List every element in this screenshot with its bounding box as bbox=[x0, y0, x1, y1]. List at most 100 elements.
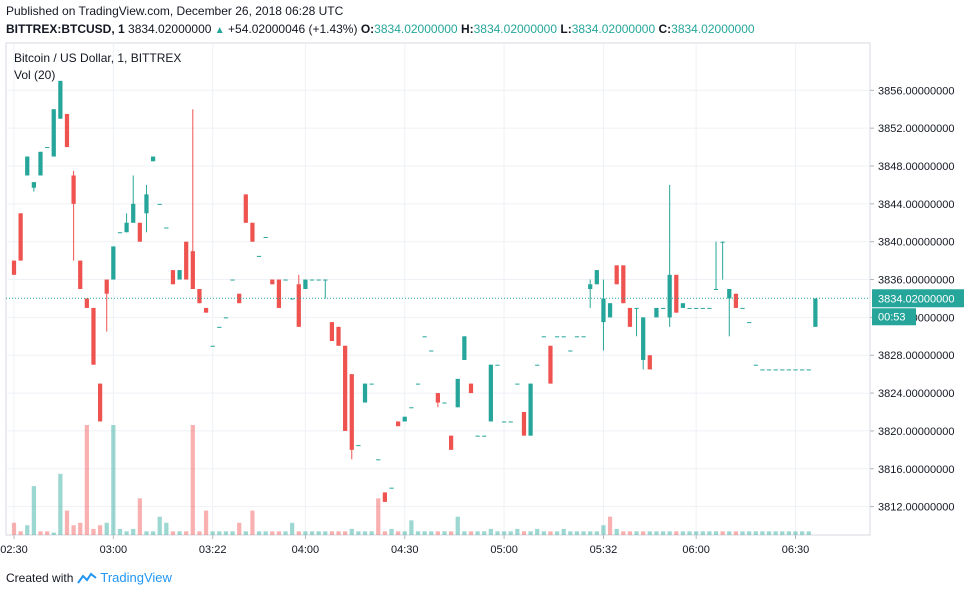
volume-label: Vol (20) bbox=[14, 68, 55, 82]
volume-bar bbox=[369, 531, 374, 535]
x-tick-label: 06:30 bbox=[782, 544, 810, 556]
candle-body bbox=[157, 203, 162, 205]
legend-ohlc: BITTREX:BTCUSD, 1 3834.02000000 ▲ +54.02… bbox=[6, 22, 755, 36]
candle-body bbox=[561, 336, 566, 338]
x-tick-label: 03:00 bbox=[100, 544, 128, 556]
plot-frame bbox=[5, 42, 871, 536]
countdown-badge bbox=[872, 308, 916, 326]
volume-bar bbox=[760, 531, 765, 535]
volume-bar bbox=[568, 531, 573, 535]
current-price-badge bbox=[872, 289, 964, 308]
low-label: L: bbox=[560, 22, 572, 36]
tradingview-brand[interactable]: TradingView bbox=[100, 570, 172, 585]
candle-body bbox=[84, 298, 89, 308]
volume-bar bbox=[700, 531, 705, 535]
volume-bar bbox=[184, 531, 189, 535]
candle-body bbox=[296, 284, 301, 327]
volume-bar bbox=[409, 520, 414, 535]
candle-body bbox=[263, 236, 268, 238]
volume-bar bbox=[766, 531, 772, 535]
candle-body bbox=[495, 364, 500, 366]
candle-body bbox=[382, 492, 388, 502]
candle-body bbox=[687, 307, 692, 309]
volume-bar bbox=[740, 531, 745, 535]
candle-body bbox=[117, 232, 123, 234]
volume-bar bbox=[396, 531, 401, 535]
volume-bar bbox=[38, 531, 43, 535]
candle-body bbox=[111, 246, 116, 280]
candle-body bbox=[243, 194, 248, 223]
volume-bar bbox=[137, 498, 142, 535]
candle-body bbox=[515, 383, 520, 385]
volume-bar bbox=[97, 525, 103, 535]
volume-bar bbox=[415, 531, 421, 535]
candle-body bbox=[51, 109, 56, 157]
x-tick-label: 03:22 bbox=[199, 544, 227, 556]
footer: Created with TradingView bbox=[6, 570, 172, 585]
volume-bar bbox=[58, 473, 63, 535]
volume-bar bbox=[488, 528, 493, 535]
volume-bar bbox=[283, 531, 288, 535]
volume-bar bbox=[349, 528, 354, 535]
volume-bar bbox=[528, 531, 533, 535]
volume-bar bbox=[290, 522, 295, 535]
candle-body bbox=[270, 279, 275, 285]
volume-bar bbox=[601, 525, 606, 535]
volume-bar bbox=[296, 531, 301, 535]
candle-body bbox=[634, 307, 639, 309]
candle-body bbox=[104, 279, 109, 294]
candle-body bbox=[422, 336, 427, 338]
candle-body bbox=[720, 241, 725, 243]
current-price-label: 3834.02000000 bbox=[878, 293, 954, 305]
candle-body bbox=[309, 279, 315, 281]
candle-body bbox=[700, 307, 705, 309]
volume-bar bbox=[747, 531, 752, 535]
candle-body bbox=[323, 279, 328, 281]
price-change: +54.02000046 (+1.43%) bbox=[228, 22, 358, 36]
y-tick-label: 3816.00000000 bbox=[878, 464, 954, 476]
candle-body bbox=[144, 194, 149, 214]
volume-bar bbox=[382, 531, 388, 535]
volume-bar bbox=[164, 522, 169, 535]
volume-bar bbox=[634, 531, 639, 535]
candle-body bbox=[25, 156, 30, 176]
candle-body bbox=[97, 383, 103, 422]
volume-bar bbox=[753, 531, 758, 535]
volume-bar bbox=[495, 531, 500, 535]
volume-bar bbox=[263, 531, 268, 535]
volume-bar bbox=[376, 498, 381, 535]
candle-body bbox=[786, 369, 792, 371]
volume-bar bbox=[197, 531, 202, 535]
candle-body bbox=[38, 151, 43, 176]
symbol-label: BITTREX:BTCUSD, 1 bbox=[6, 22, 125, 36]
volume-bar bbox=[614, 528, 619, 535]
candle-body bbox=[674, 274, 679, 313]
volume-bar bbox=[250, 510, 255, 535]
volume-bar bbox=[687, 531, 692, 535]
volume-bar bbox=[309, 531, 315, 535]
candle-body bbox=[290, 298, 295, 300]
x-tick-label: 05:00 bbox=[490, 544, 518, 556]
candle-body bbox=[250, 222, 255, 242]
candle-body bbox=[435, 393, 440, 403]
candle-body bbox=[548, 345, 553, 384]
volume-bar bbox=[316, 531, 321, 535]
close-value: 3834.02000000 bbox=[671, 22, 755, 36]
volume-bar bbox=[607, 516, 613, 535]
volume-bar bbox=[647, 531, 652, 535]
volume-bar bbox=[124, 531, 129, 535]
candle-body bbox=[535, 364, 540, 366]
volume-bar bbox=[482, 531, 487, 535]
volume-bar bbox=[548, 531, 553, 535]
candle-body bbox=[237, 293, 242, 304]
candle-body bbox=[680, 303, 686, 308]
candle-body bbox=[541, 336, 546, 338]
candle-body bbox=[415, 383, 421, 385]
candle-body bbox=[581, 336, 586, 338]
volume-bar bbox=[435, 531, 440, 535]
volume-bar bbox=[468, 531, 474, 535]
volume-bar bbox=[336, 531, 341, 535]
volume-bar bbox=[422, 531, 427, 535]
candle-body bbox=[475, 435, 480, 437]
